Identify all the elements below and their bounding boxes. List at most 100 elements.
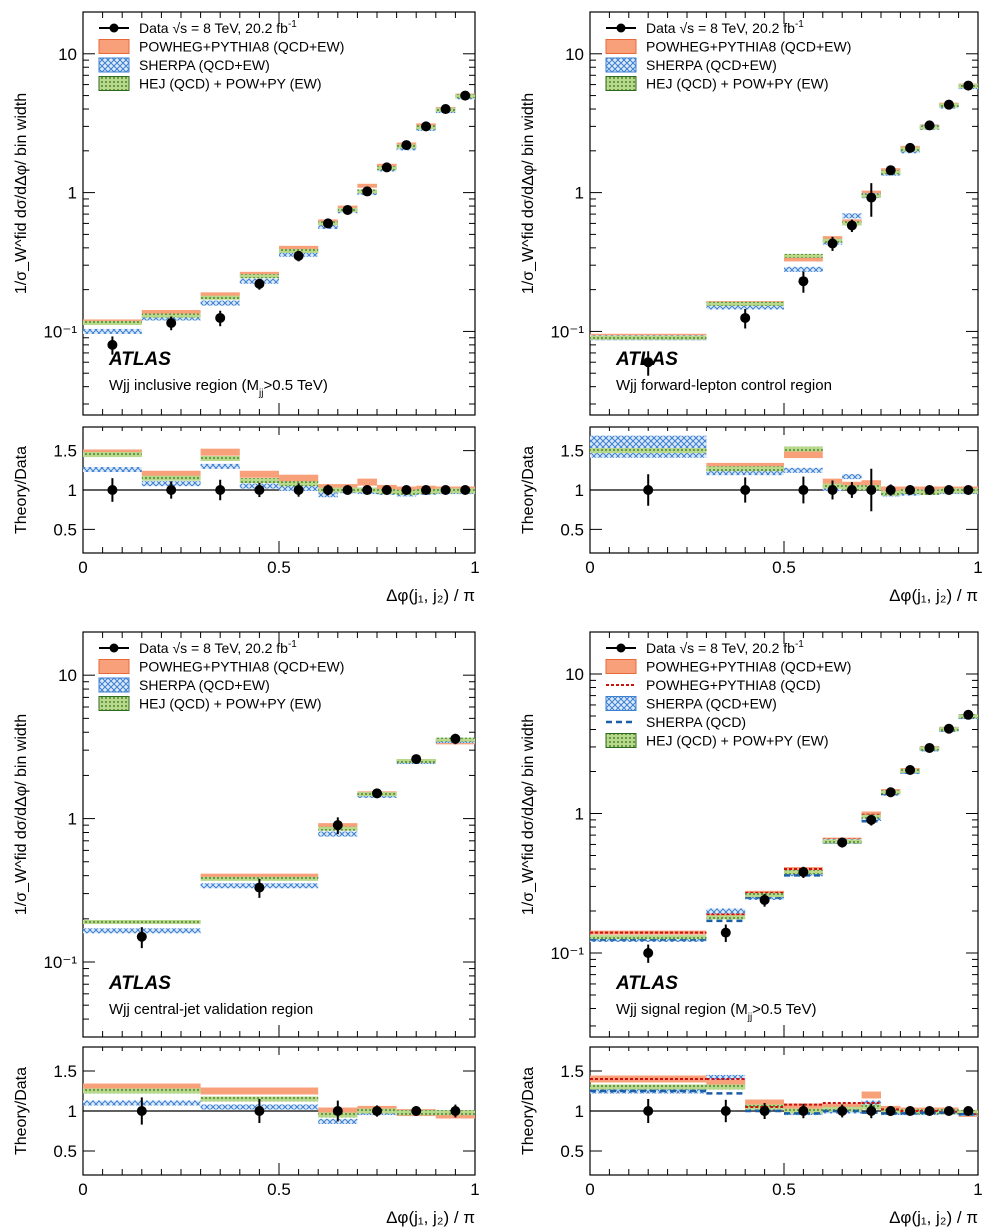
legend-powheg_ew-swatch [98, 659, 130, 674]
data-point [885, 787, 896, 798]
sherpa_ew-ratio-band [706, 470, 784, 476]
hej-ratio-band [590, 448, 707, 454]
ratio-y-tick-label: 1.5 [560, 442, 584, 461]
data-point [924, 120, 935, 131]
hej-ratio-band [706, 466, 784, 472]
data-point [643, 948, 654, 959]
data-point [963, 709, 974, 720]
hej-ratio-band [141, 475, 201, 481]
legend-data-marker [616, 23, 626, 33]
data-point [798, 867, 809, 878]
legend-sherpa_ew-label: SHERPA (QCD+EW) [646, 696, 777, 712]
powheg_ew-band [200, 292, 240, 297]
hej-band [784, 253, 823, 258]
powheg_ew-ratio-band [590, 1075, 707, 1083]
legend-sherpa_ew-swatch [98, 57, 130, 73]
y-tick-label: 10⁻¹ [43, 322, 77, 341]
ratio-data-point [450, 1106, 461, 1116]
hej-ratio-band [83, 452, 142, 458]
ratio-data-point [136, 1106, 147, 1116]
sherpa_ew-band [83, 328, 142, 334]
legend-sherpa_ew-label: SHERPA (QCD+EW) [646, 57, 777, 73]
hej-band [706, 301, 784, 306]
y-axis-title: 1/σ_W^fid dσ/dΔφ/ bin width [13, 93, 30, 294]
y-tick-label: 1 [68, 184, 77, 203]
ratio-y-tick-label: 0.5 [53, 520, 77, 539]
y-axis-title: 1/σ_W^fid dσ/dΔφ/ bin width [13, 714, 30, 915]
ratio-data-point [924, 1106, 935, 1116]
legend-powheg_ew-label: POWHEG+PYTHIA8 (QCD+EW) [139, 659, 344, 675]
ratio-axis-title: Theory/Data [520, 1067, 537, 1155]
sherpa_ew-band [590, 936, 707, 942]
legend-hej-label: HEJ (QCD) + POW+PY (EW) [139, 76, 322, 92]
ratio-y-tick-label: 1 [68, 481, 77, 500]
data-point [293, 250, 304, 261]
x-tick-label: 1 [973, 558, 982, 577]
legend-data-label: Data √s = 8 TeV, 20.2 fb-1 [139, 19, 297, 36]
hej-ratio-band [784, 446, 823, 452]
ratio-data-point [905, 485, 916, 495]
atlas-label: ATLAS [615, 973, 678, 994]
ratio-y-tick-label: 0.5 [560, 520, 584, 539]
powheg_ew-band [141, 310, 201, 315]
ratio-data-point [342, 485, 353, 495]
ratio-data-point [866, 1106, 877, 1116]
y-tick-label: 1 [68, 810, 77, 829]
x-tick-label: 0.5 [772, 558, 796, 577]
ratio-y-tick-label: 1.5 [560, 1062, 584, 1081]
sherpa_ew-ratio-band [706, 1074, 746, 1080]
ratio-y-tick-label: 0.5 [560, 1142, 584, 1161]
powheg_ew-band [279, 245, 319, 250]
ratio-data-point [254, 1106, 265, 1116]
ratio-axis-title: Theory/Data [13, 1067, 30, 1155]
legend-powheg_ew-label: POWHEG+PYTHIA8 (QCD+EW) [646, 659, 851, 675]
data-point [362, 186, 373, 197]
hej-band [706, 915, 746, 920]
x-tick-label: 0 [585, 558, 594, 577]
powheg_ew-ratio-band [239, 470, 279, 478]
x-axis-title: Δφ(j₁, j₂) / π [889, 1208, 978, 1227]
data-point [107, 339, 118, 350]
legend-powheg_ew-swatch [605, 39, 637, 54]
ratio-y-tick-label: 0.5 [53, 1142, 77, 1161]
ratio-data-point [866, 485, 877, 495]
x-tick-label: 0 [78, 1180, 87, 1199]
legend-data-marker [616, 643, 626, 653]
data-point [759, 894, 770, 905]
data-point [323, 218, 333, 229]
ratio-data-point [372, 1106, 382, 1116]
legend-sherpa_ew-label: SHERPA (QCD+EW) [139, 677, 270, 693]
legend-data-marker [109, 23, 119, 33]
hej-band [83, 920, 201, 925]
main-plot-frame [82, 11, 476, 416]
y-axis-title: 1/σ_W^fid dσ/dΔφ/ bin width [520, 714, 537, 915]
hej-band [590, 335, 707, 340]
legend-powheg_ew-swatch [98, 39, 130, 54]
data-point [460, 90, 471, 101]
sherpa_ew-ratio-band [590, 435, 707, 458]
y-tick-label: 10⁻¹ [43, 953, 77, 972]
hej-band [200, 295, 240, 300]
ratio-data-point [643, 485, 654, 495]
powheg_ew-band [861, 811, 881, 816]
legend-sherpa_ew-swatch [605, 57, 637, 73]
sherpa_ew-band [784, 266, 823, 272]
data-point [720, 927, 731, 938]
data-point [166, 317, 177, 328]
powheg_ew-band [784, 257, 823, 262]
ratio-y-tick-label: 1 [68, 1102, 77, 1121]
region-label: Wjj central-jet validation region [109, 1001, 313, 1018]
ratio-data-point [362, 485, 373, 495]
x-tick-label: 1 [470, 1180, 479, 1199]
x-tick-label: 1 [470, 558, 479, 577]
sherpa_ew-ratio-band [784, 467, 823, 473]
y-axis-title: 1/σ_W^fid dσ/dΔφ/ bin width [520, 93, 537, 294]
legend-sherpa_ew-swatch [98, 677, 130, 693]
data-point [136, 931, 147, 942]
legend-sherpa_ew-swatch [605, 696, 637, 711]
legend-sherpa_ew-label: SHERPA (QCD+EW) [139, 57, 270, 73]
ratio-data-point [460, 485, 471, 495]
data-point [885, 165, 896, 176]
